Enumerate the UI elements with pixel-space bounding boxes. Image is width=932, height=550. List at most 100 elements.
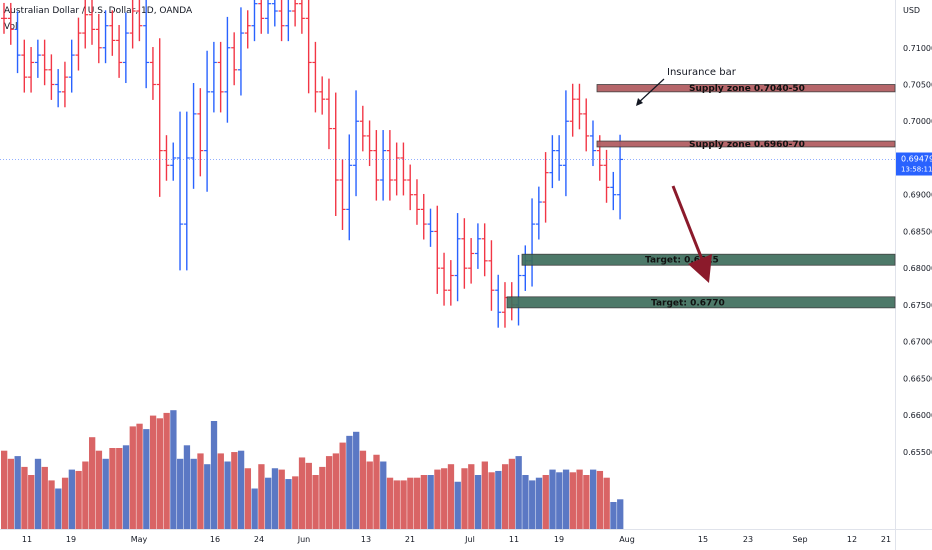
zone-label: Target: 0.6770 [651,298,725,308]
volume-bar [224,461,231,529]
target-zone [506,296,896,309]
volume-bar [163,412,170,529]
ohlc-bar [163,135,170,181]
ohlc-bar [319,76,326,115]
ohlc-bar [488,240,495,311]
volume-bar [75,470,82,529]
ohlc-bar [535,186,542,240]
x-tick-label: 24 [254,535,264,544]
ohlc-bar [143,0,150,89]
volume-bar [244,468,252,529]
ohlc-bar [292,0,299,27]
ohlc-bar [89,0,96,45]
ohlc-bar [407,164,414,211]
ohlc-bar [522,245,529,291]
ohlc-bar [515,254,522,326]
ohlc-bar [413,179,420,225]
volume-bar [373,454,380,529]
ohlc-bar [481,223,488,277]
volume-bar [569,472,576,529]
volume-bar [529,480,536,529]
ohlc-bar [312,41,319,113]
volume-bar [136,423,143,529]
x-tick-label: 16 [210,535,220,544]
ohlc-bar [359,105,366,152]
volume-bar [407,477,414,529]
volume-bar [589,469,597,529]
volume-bar [332,453,340,529]
volume-bar [237,450,245,529]
volume-bar [55,488,62,529]
ohlc-bar [1,2,7,34]
ohlc-bar [542,152,549,223]
ohlc-bar [41,39,48,86]
volume-bar [359,450,367,529]
volume-bar [156,418,164,529]
volume-bar [231,452,238,529]
ohlc-bar [380,130,387,201]
volume-bar [468,464,475,529]
volume-bar [143,429,150,529]
volume-bar [346,435,353,529]
x-tick-label: 21 [881,535,891,544]
price-tag-countdown: 13:58:11 [901,166,932,174]
ohlc-bar [278,0,285,42]
ohlc-bar [454,213,461,302]
ohlc-bar [386,130,393,201]
ohlc-bar [468,238,475,284]
volume-bar [386,477,394,529]
target-arrowhead [688,254,712,283]
ohlc-bar [244,10,251,49]
ohlc-bar [556,135,563,181]
ohlc-bar [400,142,407,196]
volume-bar [7,458,15,529]
zone-label: Supply zone 0.7040-50 [689,84,805,94]
x-tick-label: Sep [792,535,807,544]
ohlc-bar [237,7,244,96]
volume-bar [474,475,482,529]
target-arrow-line [671,185,705,263]
x-tick-label: 11 [509,535,519,544]
volume-bar [285,479,292,529]
volume-bar [14,456,21,529]
ohlc-bar [461,218,468,289]
volume-bar [197,453,204,529]
volume-bar [265,477,272,529]
x-tick-label: 15 [698,535,708,544]
volume-bar [454,481,461,529]
x-tick-label: 21 [405,535,415,544]
volume-bar [562,469,570,529]
ohlc-bar [95,13,102,64]
ohlc-bar [589,120,596,167]
volume-bar [400,480,407,529]
volume-bar [420,475,428,529]
ohlc-bar [136,0,143,42]
x-tick-label: Jul [464,535,475,544]
volume-bar [447,464,455,529]
volume-bar [82,461,89,529]
ohlc-bar [217,41,224,113]
volume-bar [427,475,434,529]
ohlc-bar [366,120,373,167]
ohlc-bar [285,0,292,42]
x-tick-label: 19 [554,535,564,544]
volume-bar [305,462,312,529]
ohlc-bar [82,0,89,49]
volume-bar [501,464,509,529]
price-tag-box [896,152,932,176]
ohlc-bar [447,260,454,306]
ohlc-bar [61,61,68,108]
ohlc-bar [102,10,109,64]
volume-bar [617,499,624,529]
ohlc-bar [373,130,380,201]
volume-bar [461,468,468,529]
supply-zone [596,140,896,148]
